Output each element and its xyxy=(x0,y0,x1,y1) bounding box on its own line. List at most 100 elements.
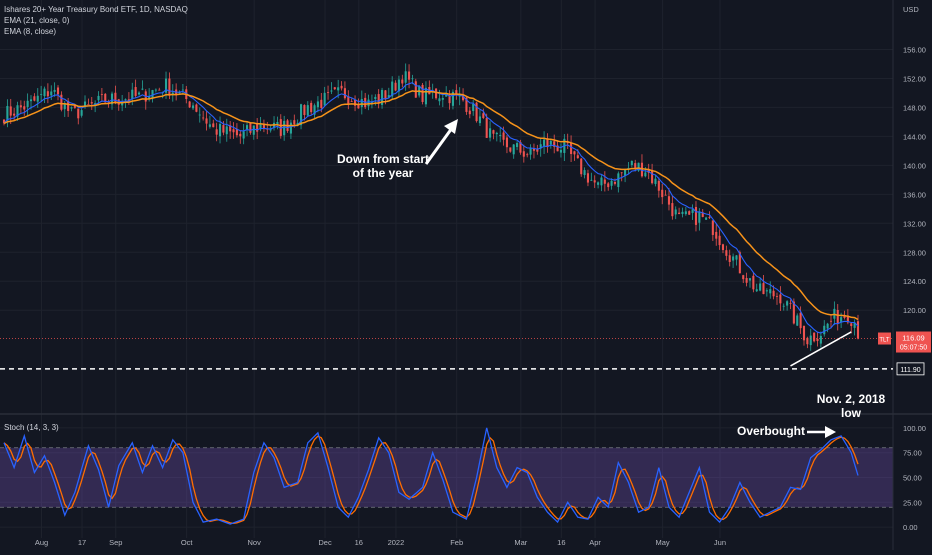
candle-body xyxy=(83,101,87,108)
candle-body xyxy=(137,92,141,95)
candle-body xyxy=(505,137,508,148)
candle-body xyxy=(620,172,623,174)
countdown-text: 05:07:50 xyxy=(900,345,927,352)
candle-body xyxy=(67,100,70,111)
grid xyxy=(0,0,893,538)
candle-body xyxy=(293,120,296,125)
ema21-legend[interactable]: EMA (21, close, 0) xyxy=(4,16,70,25)
candle-body xyxy=(360,99,363,108)
candle-body xyxy=(536,148,539,152)
candle-body xyxy=(681,211,684,214)
candle-body xyxy=(441,97,444,100)
candle-body xyxy=(775,296,779,297)
candle-body xyxy=(522,151,525,157)
time-tick-label: Nov xyxy=(247,538,261,547)
candles-group xyxy=(2,63,860,351)
time-tick-label: Jun xyxy=(714,538,726,547)
candle-body xyxy=(60,94,63,110)
candle-body xyxy=(509,147,512,152)
symbol-title[interactable]: Ishares 20+ Year Treasury Bond ETF, 1D, … xyxy=(4,5,188,14)
candle-body xyxy=(806,337,809,345)
candle-body xyxy=(708,217,711,218)
candle-body xyxy=(651,169,654,184)
candle-body xyxy=(499,135,502,137)
candle-body xyxy=(765,290,768,292)
candle-body xyxy=(721,244,725,251)
candle-body xyxy=(779,294,782,304)
candle-body xyxy=(829,320,833,322)
candle-body xyxy=(492,130,495,134)
candle-body xyxy=(759,283,762,291)
candle-body xyxy=(276,121,279,125)
candle-body xyxy=(489,128,492,138)
candle-body xyxy=(846,315,849,323)
support-price-tag xyxy=(896,362,925,376)
price-tick-label: 124.00 xyxy=(903,277,926,286)
candle-body xyxy=(674,209,677,215)
candle-body xyxy=(657,180,660,191)
candle-body xyxy=(694,206,698,225)
candle-body xyxy=(16,105,19,117)
candle-body xyxy=(553,141,556,147)
stoch-tick-label: 100.00 xyxy=(903,424,926,433)
candle-body xyxy=(526,154,529,156)
ema8-legend[interactable]: EMA (8, close) xyxy=(4,27,57,36)
candle-body xyxy=(13,113,16,116)
candle-body xyxy=(644,172,647,177)
candle-body xyxy=(634,163,637,169)
candle-body xyxy=(823,325,826,335)
candle-body xyxy=(590,179,593,181)
candle-body xyxy=(836,309,839,324)
stoch-tick-label: 25.00 xyxy=(903,498,922,507)
candle-body xyxy=(262,123,265,129)
candle-body xyxy=(455,90,458,95)
candle-body xyxy=(438,98,441,102)
candle-body xyxy=(391,81,394,97)
candle-body xyxy=(566,141,569,144)
candle-body xyxy=(678,212,681,215)
candle-body xyxy=(715,231,718,239)
stoch-d-line xyxy=(3,435,859,524)
candle-body xyxy=(424,87,427,105)
time-tick-label: 2022 xyxy=(388,538,405,547)
candle-body xyxy=(104,93,107,103)
candle-body xyxy=(33,96,36,101)
support-price-text: 111.90 xyxy=(900,367,920,374)
candle-body xyxy=(819,335,822,344)
candle-body xyxy=(826,323,829,329)
candle-body xyxy=(357,104,360,109)
candle-body xyxy=(630,160,633,166)
candle-body xyxy=(519,142,522,153)
candle-body xyxy=(458,95,461,97)
price-tick-label: 148.00 xyxy=(903,103,926,112)
candle-body xyxy=(414,81,417,98)
candle-body xyxy=(445,93,448,97)
candle-body xyxy=(539,144,542,149)
candle-body xyxy=(485,118,488,138)
last-price-tag xyxy=(896,331,931,353)
candle-body xyxy=(225,126,228,135)
stoch-legend[interactable]: Stoch (14, 3, 3) xyxy=(4,423,59,432)
candle-body xyxy=(742,275,745,280)
stoch-group xyxy=(3,427,859,525)
ticker-tag xyxy=(878,332,891,345)
candle-body xyxy=(26,100,29,107)
candle-body xyxy=(661,189,664,198)
candle-body xyxy=(667,196,671,205)
candle-body xyxy=(448,95,451,104)
candle-body xyxy=(181,89,184,91)
candle-body xyxy=(63,103,66,110)
candle-body xyxy=(728,255,731,262)
candle-body xyxy=(559,149,563,153)
candle-body xyxy=(583,170,586,176)
candle-body xyxy=(711,220,714,235)
candle-body xyxy=(121,101,124,106)
candle-body xyxy=(495,132,498,135)
ticker-text: TLT xyxy=(879,338,890,344)
annotation-overbought: Overbought xyxy=(737,424,805,438)
candle-body xyxy=(343,88,346,99)
candle-body xyxy=(36,95,39,102)
candle-body xyxy=(624,169,627,176)
